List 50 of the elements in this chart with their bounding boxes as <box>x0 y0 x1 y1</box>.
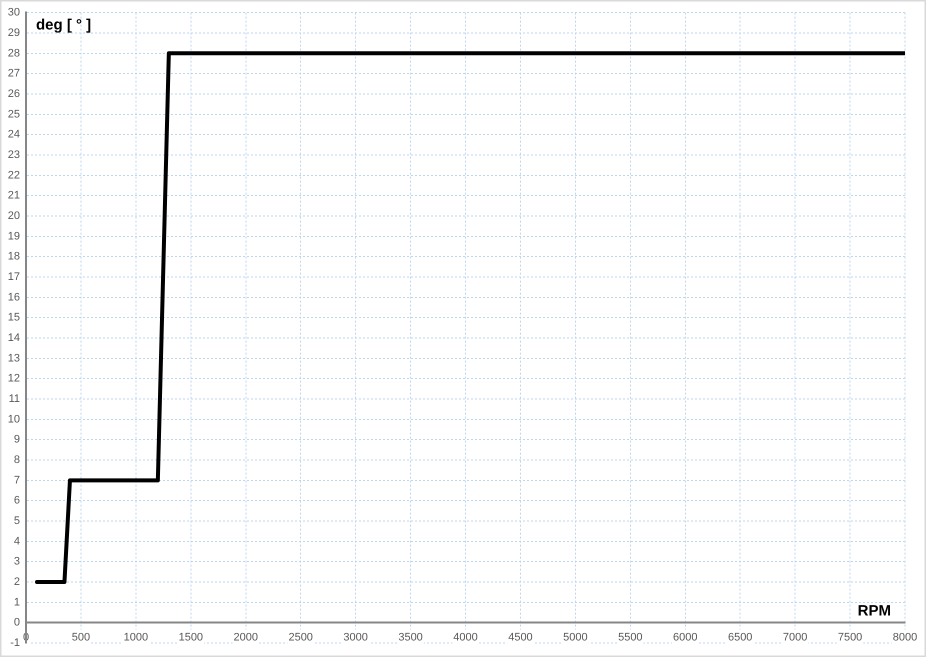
x-tick-label: 1000 <box>124 631 148 644</box>
y-axis-title: deg [ ° ] <box>36 16 92 34</box>
y-tick-label: 29 <box>8 26 20 39</box>
x-tick-label: 3000 <box>343 631 368 644</box>
y-tick-label: 18 <box>8 250 20 263</box>
y-tick-label: 3 <box>14 556 20 568</box>
y-tick-label: 24 <box>8 128 20 141</box>
x-tick-label: 3500 <box>398 631 423 644</box>
x-tick-label: 4000 <box>453 631 478 644</box>
x-axis-title: RPM <box>858 602 891 620</box>
y-tick-label: 19 <box>8 230 20 242</box>
y-tick-label: 11 <box>8 393 20 406</box>
y-tick-label: 21 <box>8 190 20 202</box>
y-tick-label: 0 <box>14 616 20 629</box>
y-tick-label: 8 <box>14 454 20 466</box>
x-tick-label: 4500 <box>508 631 533 644</box>
y-tick-label: 13 <box>8 352 20 364</box>
y-tick-label: 17 <box>8 270 20 283</box>
y-tick-label: 10 <box>8 413 20 426</box>
x-tick-label: 8000 <box>892 631 918 644</box>
x-tick-label: 5500 <box>618 631 643 644</box>
y-tick-label: 1 <box>14 596 20 608</box>
y-tick-label: 30 <box>8 6 20 19</box>
y-tick-label: 14 <box>8 332 20 344</box>
y-tick-label: 26 <box>8 88 20 100</box>
x-tick-label: 2500 <box>288 631 313 644</box>
x-tick-label: 7000 <box>782 631 808 644</box>
y-tick-label: 20 <box>8 210 20 222</box>
y-tick-label: 12 <box>8 372 20 385</box>
y-tick-label: 22 <box>8 169 20 182</box>
y-tick-label: 28 <box>8 47 20 60</box>
x-tick-label: 6000 <box>673 631 698 644</box>
y-tick-label: 7 <box>14 474 20 486</box>
y-tick-label: 5 <box>14 515 20 528</box>
x-tick-label: 1500 <box>178 631 204 644</box>
y-tick-label: 9 <box>14 434 20 446</box>
x-tick-label: 2000 <box>234 631 258 644</box>
y-tick-label: 2 <box>14 576 20 588</box>
y-tick-label: 15 <box>8 312 20 324</box>
x-tick-label: 500 <box>72 631 90 644</box>
y-tick-label: 16 <box>8 291 20 304</box>
y-tick-label: 25 <box>8 108 20 120</box>
x-tick-label: 6500 <box>728 631 752 644</box>
y-tick-label: 27 <box>8 68 20 80</box>
x-tick-label: 5000 <box>563 631 588 644</box>
y-tick-label: 6 <box>14 494 20 507</box>
y-tick-label: 23 <box>8 148 20 161</box>
x-tick-label: 7500 <box>838 631 862 644</box>
y-tick-label: -1 <box>10 637 20 650</box>
y-tick-label: 4 <box>14 535 20 548</box>
